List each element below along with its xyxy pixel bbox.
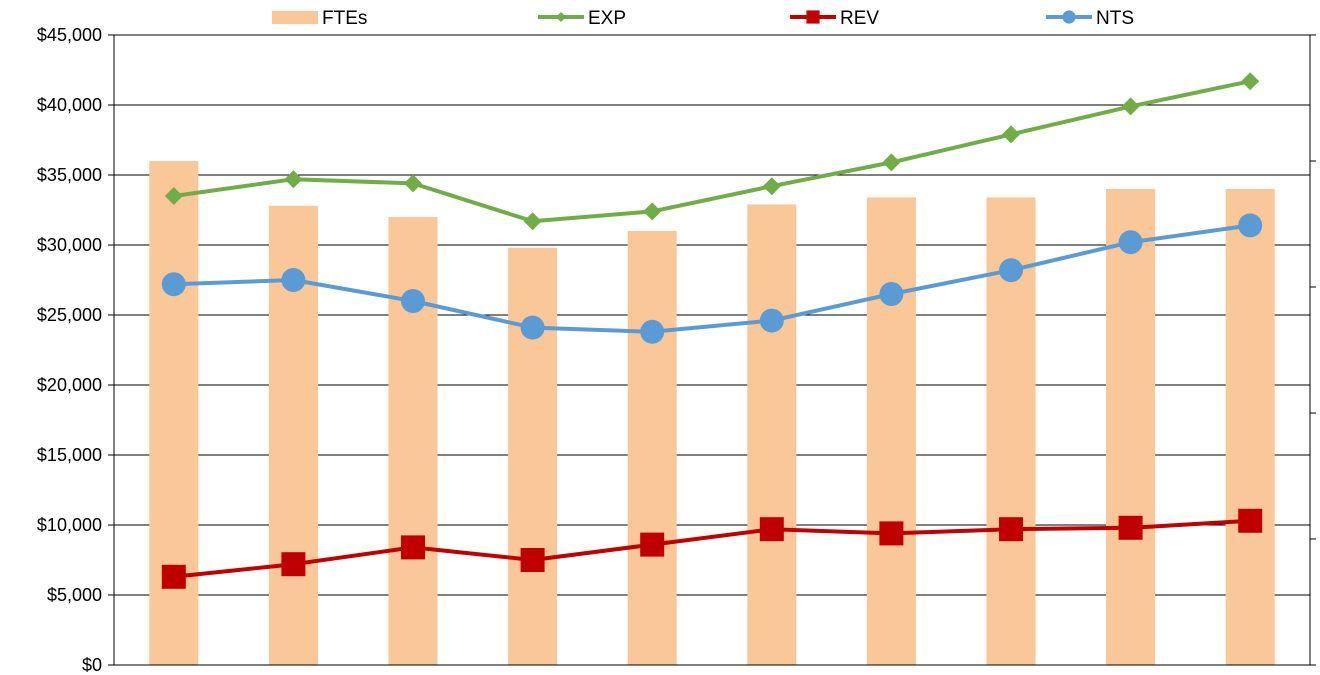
point-nts bbox=[1118, 230, 1143, 255]
point-rev bbox=[640, 532, 665, 557]
point-exp bbox=[762, 177, 781, 196]
bar-ftes bbox=[149, 161, 199, 665]
point-nts bbox=[161, 272, 186, 297]
point-nts bbox=[879, 282, 904, 306]
point-nts bbox=[281, 268, 306, 292]
y-tick-label: $5,000 bbox=[47, 585, 102, 605]
point-rev bbox=[879, 521, 904, 546]
point-rev bbox=[401, 535, 425, 560]
legend-label-ftes: FTEs bbox=[322, 8, 367, 29]
y-tick-label: $20,000 bbox=[37, 375, 102, 395]
point-exp bbox=[1241, 72, 1260, 91]
y-tick-label: $45,000 bbox=[37, 25, 102, 45]
legend-marker-nts bbox=[1062, 10, 1076, 24]
bar-ftes bbox=[1225, 189, 1275, 665]
legend-swatch-ftes bbox=[272, 11, 318, 24]
point-rev bbox=[759, 517, 784, 542]
point-exp bbox=[284, 170, 303, 189]
point-nts bbox=[759, 308, 784, 333]
point-exp bbox=[404, 174, 422, 193]
bar-ftes bbox=[627, 231, 677, 665]
y-tick-label: $0 bbox=[82, 655, 102, 675]
point-nts bbox=[1238, 213, 1263, 238]
y-tick-label: $40,000 bbox=[37, 95, 102, 115]
legend-label-nts: NTS bbox=[1096, 8, 1134, 29]
y-axis-tick-labels: $0 $5,000 $10,000 $15,000 $20,000 $25,000 $30,… bbox=[37, 25, 102, 675]
legend-marker-exp bbox=[556, 12, 566, 22]
point-rev bbox=[161, 564, 186, 589]
line-exp bbox=[173, 79, 1251, 224]
bar-series-ftes bbox=[149, 161, 1275, 666]
bar-ftes bbox=[508, 247, 558, 666]
point-rev bbox=[1118, 515, 1143, 540]
point-rev bbox=[281, 552, 306, 577]
bar-ftes bbox=[747, 204, 797, 665]
y-tick-label: $25,000 bbox=[37, 305, 102, 325]
point-exp bbox=[523, 212, 542, 231]
point-nts bbox=[401, 289, 425, 313]
point-exp bbox=[882, 153, 901, 172]
point-rev bbox=[520, 548, 545, 572]
point-exp bbox=[643, 202, 662, 221]
y-tick-label: $35,000 bbox=[37, 165, 102, 185]
point-rev bbox=[1238, 508, 1263, 533]
bar-ftes bbox=[388, 217, 438, 665]
point-nts bbox=[999, 258, 1023, 283]
bar-ftes bbox=[1106, 189, 1156, 665]
bar-ftes bbox=[866, 197, 916, 665]
line-nts bbox=[173, 223, 1251, 334]
point-rev bbox=[999, 517, 1023, 542]
legend-marker-rev bbox=[806, 10, 820, 24]
legend-label-exp: EXP bbox=[588, 8, 626, 29]
legend: FTEs EXP REV NTS bbox=[272, 8, 1134, 29]
y-tick-label: $30,000 bbox=[37, 235, 102, 255]
line-series bbox=[161, 72, 1263, 589]
axes bbox=[108, 34, 1316, 666]
point-exp bbox=[1121, 97, 1140, 116]
point-exp bbox=[1002, 125, 1020, 144]
point-nts bbox=[640, 319, 665, 344]
point-nts bbox=[520, 315, 545, 340]
y-tick-label: $10,000 bbox=[37, 515, 102, 535]
line-rev bbox=[173, 518, 1251, 579]
y-tick-label: $15,000 bbox=[37, 445, 102, 465]
legend-label-rev: REV bbox=[840, 8, 879, 29]
point-exp bbox=[164, 187, 183, 205]
